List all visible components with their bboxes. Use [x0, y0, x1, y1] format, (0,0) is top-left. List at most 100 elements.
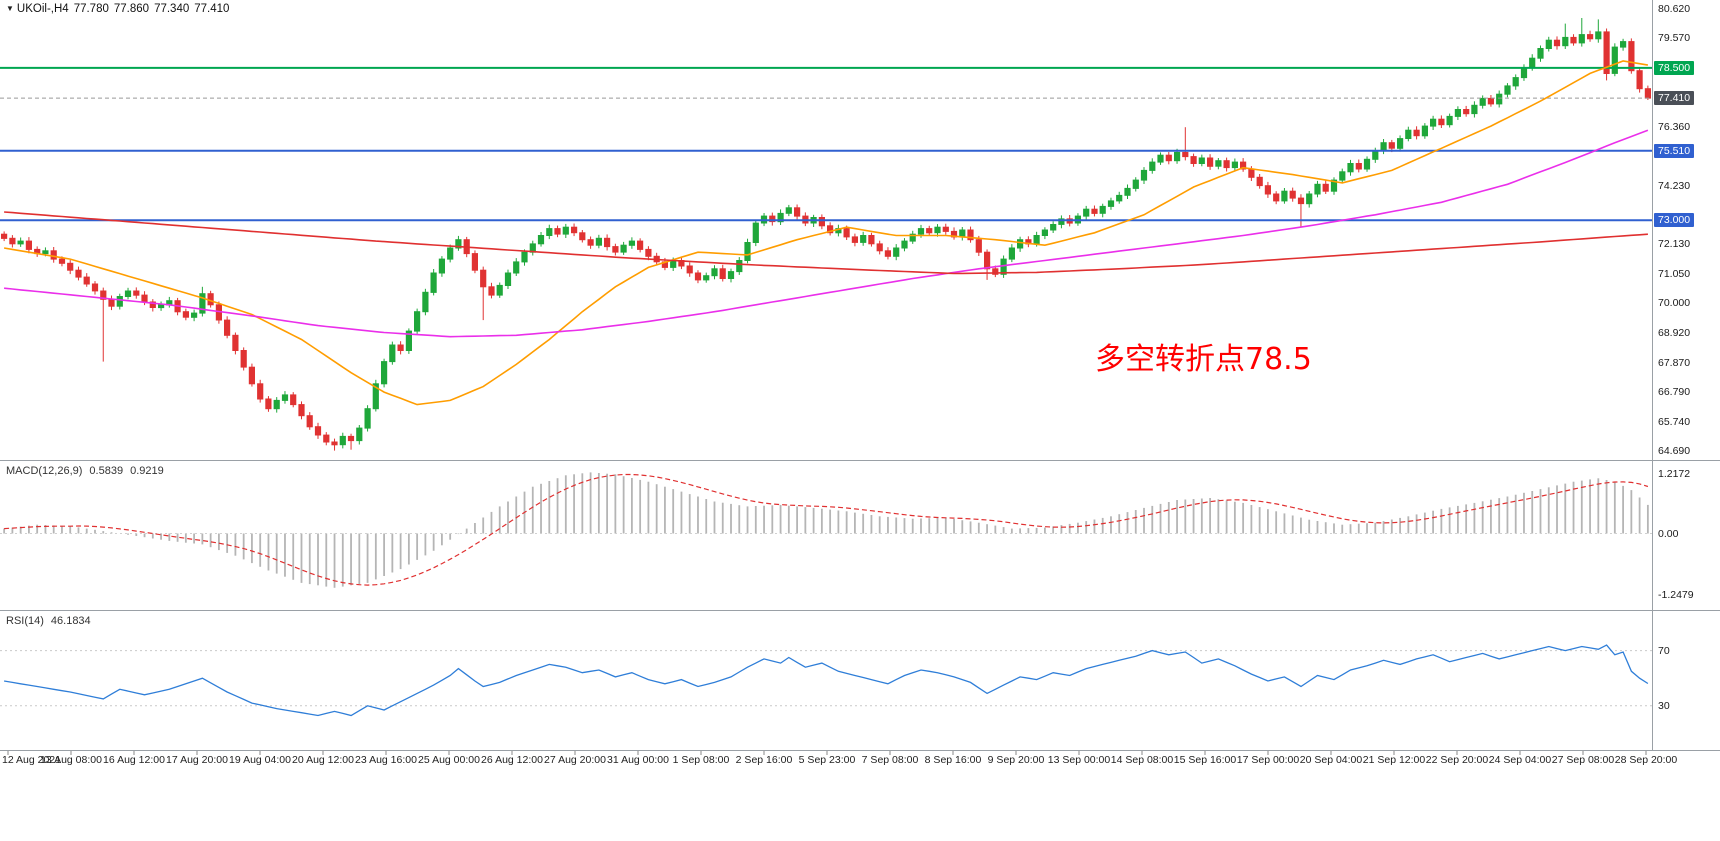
candle-body [1256, 176, 1263, 187]
price-axis-label: 74.230 [1658, 180, 1691, 193]
candle-body [1578, 34, 1585, 44]
candle-body [851, 236, 858, 243]
candle-body [389, 344, 396, 363]
candle-body [1306, 193, 1313, 205]
candle-body [984, 251, 991, 270]
candle-body [25, 240, 32, 250]
macd-label: MACD(12,26,9) [6, 465, 83, 477]
ohlc-low-value: 77.340 [154, 3, 190, 15]
candle-body [1487, 97, 1495, 105]
candle-body [191, 312, 198, 318]
candle-body [1083, 208, 1090, 217]
date-axis-label: 27 Sep 08:00 [1551, 754, 1615, 766]
date-axis-label: 15 Sep 16:00 [1173, 754, 1237, 766]
candle-body [199, 293, 206, 314]
candle-body [1157, 154, 1164, 163]
candle-body [1322, 183, 1329, 192]
macd-main-value: 0.5839 [89, 465, 124, 477]
candle-body [521, 251, 528, 263]
candle-body [381, 361, 388, 385]
candle-body [1553, 39, 1561, 47]
candle-body [595, 237, 602, 246]
candle-body [1587, 34, 1594, 40]
price-axis-badge-blue: 75.510 [1654, 143, 1695, 158]
candle-body [926, 228, 933, 234]
candle-body [1397, 138, 1404, 149]
candle-body [496, 284, 503, 296]
candle-body [694, 272, 702, 281]
ma-fast-orange [3, 60, 1649, 406]
candle-body [224, 319, 231, 336]
candlestick-series [1, 18, 1652, 451]
candle-body [1091, 208, 1098, 214]
date-axis-label: 1 Sep 08:00 [672, 754, 730, 766]
candle-body [347, 435, 355, 442]
candle-body [1620, 41, 1627, 48]
rsi-axis-label: 70 [1658, 644, 1670, 657]
candle-body [562, 226, 569, 235]
candle-body [1297, 197, 1305, 205]
candle-body [1537, 48, 1544, 59]
date-axis-label: 13 Aug 08:00 [40, 754, 102, 766]
candle-body [884, 250, 891, 257]
candle-body [736, 260, 743, 273]
candle-body [934, 226, 941, 234]
candle-body [1479, 97, 1486, 106]
candle-body [1363, 158, 1371, 170]
candle-body [992, 268, 999, 275]
rsi-value: 46.1834 [50, 615, 91, 627]
candle-body [1545, 39, 1552, 50]
candle-body [1281, 190, 1288, 202]
price-axis-badge-dark: 77.410 [1654, 91, 1695, 106]
date-axis-label: 25 Aug 00:00 [418, 754, 480, 766]
candle-body [133, 290, 140, 296]
candle-body [1008, 247, 1015, 260]
price-axis-label: 65.740 [1658, 415, 1691, 428]
time-axis[interactable]: 12 Aug 2021 13 Aug 08:00 16 Aug 12:00 17 Au… [0, 751, 1720, 775]
candle-body [480, 269, 487, 288]
candle-body [1438, 118, 1445, 126]
candle-body [876, 243, 883, 252]
candle-body [1165, 154, 1172, 162]
candle-body [314, 426, 322, 436]
candle-body [182, 311, 190, 318]
date-axis-label: 16 Aug 12:00 [103, 754, 165, 766]
candle-body [1099, 205, 1106, 214]
candle-body [356, 427, 363, 442]
candle-body [1273, 193, 1280, 202]
candle-body [818, 217, 825, 227]
candle-body [1405, 129, 1412, 139]
candle-body [1107, 200, 1115, 207]
rsi-axis-label: 30 [1658, 699, 1670, 712]
candle-body [1570, 36, 1577, 44]
candle-body [83, 276, 90, 285]
candle-body [513, 261, 520, 274]
macd-signal-value: 0.9219 [130, 465, 164, 477]
date-axis-label: 22 Sep 20:00 [1425, 754, 1489, 766]
candle-body [711, 268, 718, 277]
candle-body [546, 228, 553, 237]
candle-body [42, 250, 49, 255]
candle-body [1330, 179, 1338, 192]
candle-body [1264, 185, 1272, 195]
date-axis-label: 13 Sep 00:00 [1047, 754, 1111, 766]
macd-indicator-header: MACD(12,26,9) 0.5839 0.9219 [6, 465, 164, 477]
candle-body [1413, 129, 1420, 137]
candle-body [1033, 235, 1040, 245]
candle-body [1124, 187, 1131, 196]
price-axis-label: 66.790 [1658, 386, 1691, 399]
candle-body [1140, 169, 1148, 181]
price-axis[interactable]: 80.620 79.570 78.500 77.410 76.360 75.510 74.2… [1653, 0, 1720, 751]
candle-body [1041, 229, 1049, 236]
candle-body [827, 225, 834, 234]
candle-body [752, 222, 759, 244]
price-axis-label: 68.920 [1658, 327, 1691, 340]
candle-body [265, 398, 272, 410]
annotation-text: 多空转折点78.5 [1095, 342, 1312, 377]
date-axis-label: 28 Sep 20:00 [1614, 754, 1678, 766]
candle-body [364, 408, 371, 429]
candle-body [1512, 77, 1519, 87]
candle-body [108, 298, 115, 307]
